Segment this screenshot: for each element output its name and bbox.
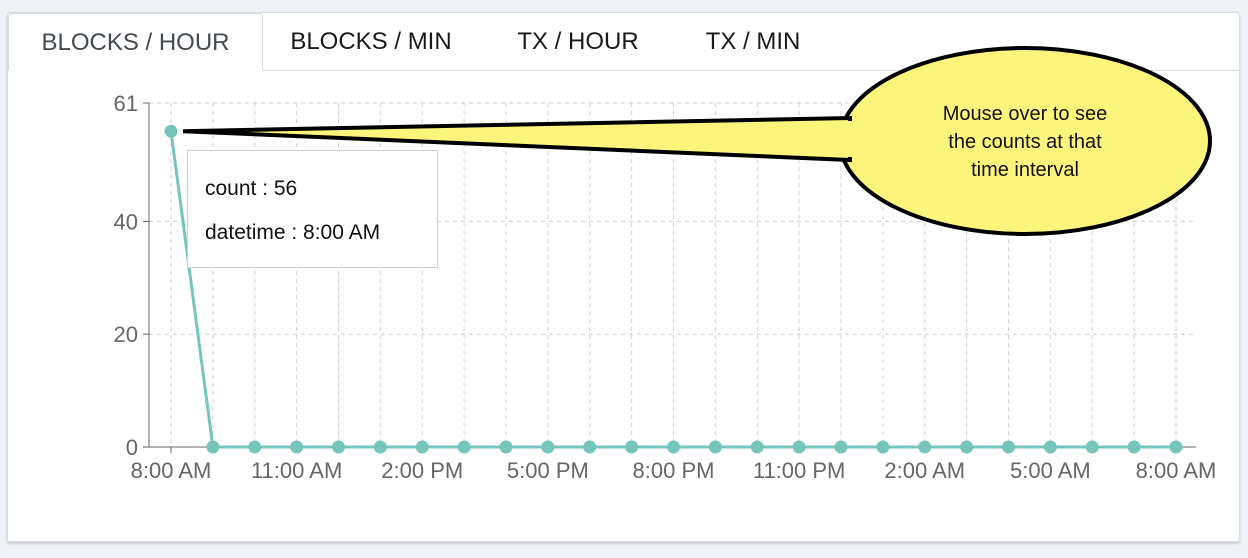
data-point (1085, 440, 1099, 454)
data-point (248, 440, 262, 454)
y-tick-label: 40 (114, 209, 138, 234)
x-tick-label: 11:00 AM (251, 458, 342, 483)
data-point (750, 440, 764, 454)
tooltip-count: count : 56 (205, 177, 298, 200)
data-point (415, 440, 429, 454)
data-point (206, 440, 220, 454)
data-point (1043, 440, 1057, 454)
data-point (499, 440, 513, 454)
tab-bar: BLOCKS / HOUR BLOCKS / MIN TX / HOUR TX … (8, 13, 1239, 71)
callout-line-3: time interval (971, 159, 1079, 181)
data-point (876, 440, 890, 454)
data-point (541, 440, 555, 454)
data-point (373, 440, 387, 454)
data-point (918, 440, 932, 454)
y-tick-label: 61 (114, 91, 138, 116)
x-tick-label: 8:00 AM (131, 458, 212, 483)
data-point (960, 440, 974, 454)
tooltip-datetime: datetime : 8:00 AM (205, 221, 381, 244)
data-point (1127, 440, 1141, 454)
data-point (625, 440, 639, 454)
callout-line-2: the counts at that (948, 131, 1102, 153)
data-point (457, 440, 471, 454)
x-tick-label: 8:00 AM (1136, 458, 1217, 483)
tab-blocks-per-min[interactable]: BLOCKS / MIN (290, 28, 452, 55)
x-tick-label: 5:00 AM (1010, 458, 1091, 483)
data-point (1169, 440, 1183, 454)
x-tick-label: 8:00 PM (633, 458, 715, 483)
data-point (290, 440, 304, 454)
data-point (667, 440, 680, 454)
y-tick-label: 0 (126, 435, 138, 460)
x-tick-label: 2:00 AM (884, 458, 965, 483)
callout-text: Mouse over to see the counts at that tim… (905, 100, 1145, 184)
tab-tx-per-hour[interactable]: TX / HOUR (517, 28, 639, 55)
data-point (1002, 440, 1015, 454)
x-tick-label: 2:00 PM (381, 458, 463, 483)
data-tooltip: count : 56 datetime : 8:00 AM (187, 150, 438, 268)
data-point (332, 440, 345, 454)
data-point (834, 440, 848, 454)
callout-bubble (182, 46, 1212, 236)
x-tick-label: 11:00 PM (753, 458, 846, 483)
tab-tx-per-min[interactable]: TX / MIN (705, 28, 801, 55)
callout-seam (845, 121, 870, 157)
data-point (708, 440, 722, 454)
tab-blocks-per-hour[interactable]: BLOCKS / HOUR (8, 13, 263, 71)
x-tick-label: 5:00 PM (507, 458, 589, 483)
data-point (583, 440, 597, 454)
callout-line-1: Mouse over to see (942, 103, 1108, 125)
data-point (164, 124, 178, 138)
data-point (792, 440, 806, 454)
y-tick-label: 20 (114, 322, 138, 347)
